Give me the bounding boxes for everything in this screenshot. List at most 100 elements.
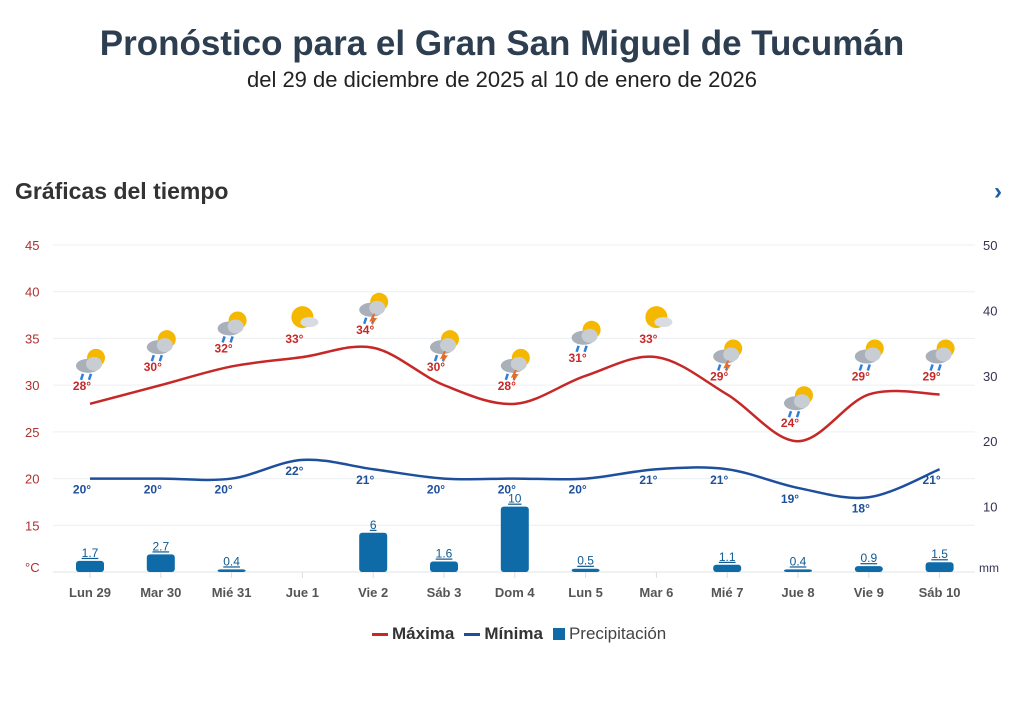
page-title: Pronóstico para el Gran San Miguel de Tu… [99, 24, 905, 63]
precip-bar [571, 568, 600, 572]
precip-label: 6 [370, 518, 377, 532]
precip-label: 10 [508, 492, 522, 506]
legend-min[interactable]: Mínima [464, 624, 543, 644]
y-left-tick: 25 [25, 425, 39, 440]
weather-chart: 45 40 35 30 25 20 15 °C 50 40 30 20 10 mm Lun 29 Mar 30… [25, 238, 999, 600]
precip-bar [430, 561, 458, 572]
max-label: 28° [498, 379, 516, 393]
section-title: Gráficas del tiempo [15, 178, 229, 204]
thunderstorm-icon [500, 348, 530, 383]
min-label: 21° [639, 473, 657, 487]
precip-bar [925, 562, 954, 572]
x-tick-label: Lun 5 [568, 585, 603, 600]
max-label: 28° [73, 379, 91, 393]
min-label: 18° [852, 501, 870, 515]
precip-bar [500, 506, 529, 572]
min-label: 20° [498, 483, 516, 497]
y-right-tick: 20 [983, 434, 997, 449]
max-label: 29° [710, 369, 728, 383]
x-tick-label: Sáb 3 [427, 585, 462, 600]
precip-label: 0.9 [860, 551, 877, 565]
y-right-tick: 30 [983, 369, 997, 384]
legend-min-label: Mínima [484, 624, 543, 643]
legend-max-label: Máxima [392, 624, 455, 643]
y-right-tick: 50 [983, 238, 997, 253]
legend-precip-swatch [552, 628, 565, 640]
legend-precip-label: Precipitación [568, 624, 667, 643]
sun-cloud-rain-icon [854, 339, 884, 371]
min-label: 20° [215, 483, 233, 497]
sun-cloud-rain-icon [146, 330, 176, 362]
max-line [89, 345, 940, 443]
y-left-tick: 40 [25, 285, 39, 300]
precip-label: 2.7 [152, 539, 169, 553]
sun-cloud-rain-icon [571, 320, 601, 353]
min-label: 20° [73, 483, 91, 497]
min-label: 21° [923, 473, 941, 487]
precip-label: 0.4 [790, 554, 807, 568]
precip-bar [784, 569, 812, 572]
sun-cloud-rain-icon [76, 348, 105, 381]
y-right-unit: mm [979, 561, 999, 575]
precip-label: 0.4 [223, 554, 240, 568]
precip-bar [713, 564, 742, 572]
precip-label: 1.6 [436, 547, 453, 561]
precip-bar [854, 566, 883, 572]
max-label: 30° [144, 360, 162, 374]
x-tick-label: Mar 6 [639, 585, 673, 600]
min-label: 21° [710, 473, 728, 487]
min-label: 21° [356, 473, 374, 487]
precip-label: 0.5 [577, 554, 594, 568]
max-label: 33° [639, 332, 657, 346]
page-subtitle: del 29 de diciembre de 2025 al 10 de ene… [246, 67, 758, 92]
min-label: 20° [144, 483, 162, 497]
x-tick-label: Mié 31 [212, 585, 252, 600]
y-left-unit: °C [25, 560, 40, 575]
thunderstorm-icon [359, 292, 389, 327]
max-label: 31° [569, 351, 587, 365]
precip-label: 1.1 [719, 550, 736, 564]
x-tick-label: Jue 8 [781, 585, 814, 600]
precip-bar [76, 560, 104, 572]
y-left-tick: 45 [25, 238, 39, 253]
legend-precip[interactable]: Precipitación [552, 624, 667, 644]
y-right-tick: 10 [983, 500, 997, 515]
max-label: 30° [427, 360, 445, 374]
sun-cloud-rain-icon [925, 339, 955, 371]
legend-max[interactable]: Máxima [372, 624, 454, 644]
y-left-tick: 15 [25, 518, 39, 533]
thunderstorm-icon [430, 330, 459, 365]
legend-max-swatch [372, 632, 388, 636]
sun-cloud-icon [291, 306, 319, 329]
x-tick-label: Vie 9 [854, 585, 884, 600]
precip-label: 1.5 [931, 547, 948, 561]
max-label: 29° [923, 369, 941, 383]
max-label: 32° [215, 341, 233, 355]
sun-cloud-rain-icon [217, 311, 247, 343]
sun-cloud-rain-icon [784, 386, 813, 418]
max-label: 24° [781, 416, 799, 430]
y-left-tick: 30 [25, 378, 39, 393]
precip-bar [359, 532, 388, 572]
min-line [90, 458, 941, 500]
x-tick-label: Vie 2 [358, 585, 388, 600]
x-tick-label: Mar 30 [140, 585, 181, 600]
min-label: 20° [427, 483, 445, 497]
chevron-right-icon[interactable]: › [994, 178, 1002, 205]
x-tick-label: Dom 4 [495, 585, 536, 600]
precip-bar [217, 569, 246, 572]
y-left-tick: 20 [25, 472, 39, 487]
x-tick-label: Sáb 10 [919, 585, 961, 600]
max-label: 33° [285, 332, 303, 346]
precip-bar [146, 554, 175, 572]
sun-cloud-icon [645, 306, 673, 329]
thunderstorm-icon [713, 339, 743, 374]
x-tick-label: Mié 7 [711, 585, 744, 600]
x-tick-label: Lun 29 [69, 585, 111, 600]
legend-min-swatch [464, 632, 481, 636]
min-label: 22° [285, 464, 303, 478]
y-right-tick: 40 [983, 303, 997, 318]
min-label: 20° [569, 483, 587, 497]
x-tick-label: Jue 1 [286, 585, 319, 600]
max-label: 34° [356, 323, 374, 337]
